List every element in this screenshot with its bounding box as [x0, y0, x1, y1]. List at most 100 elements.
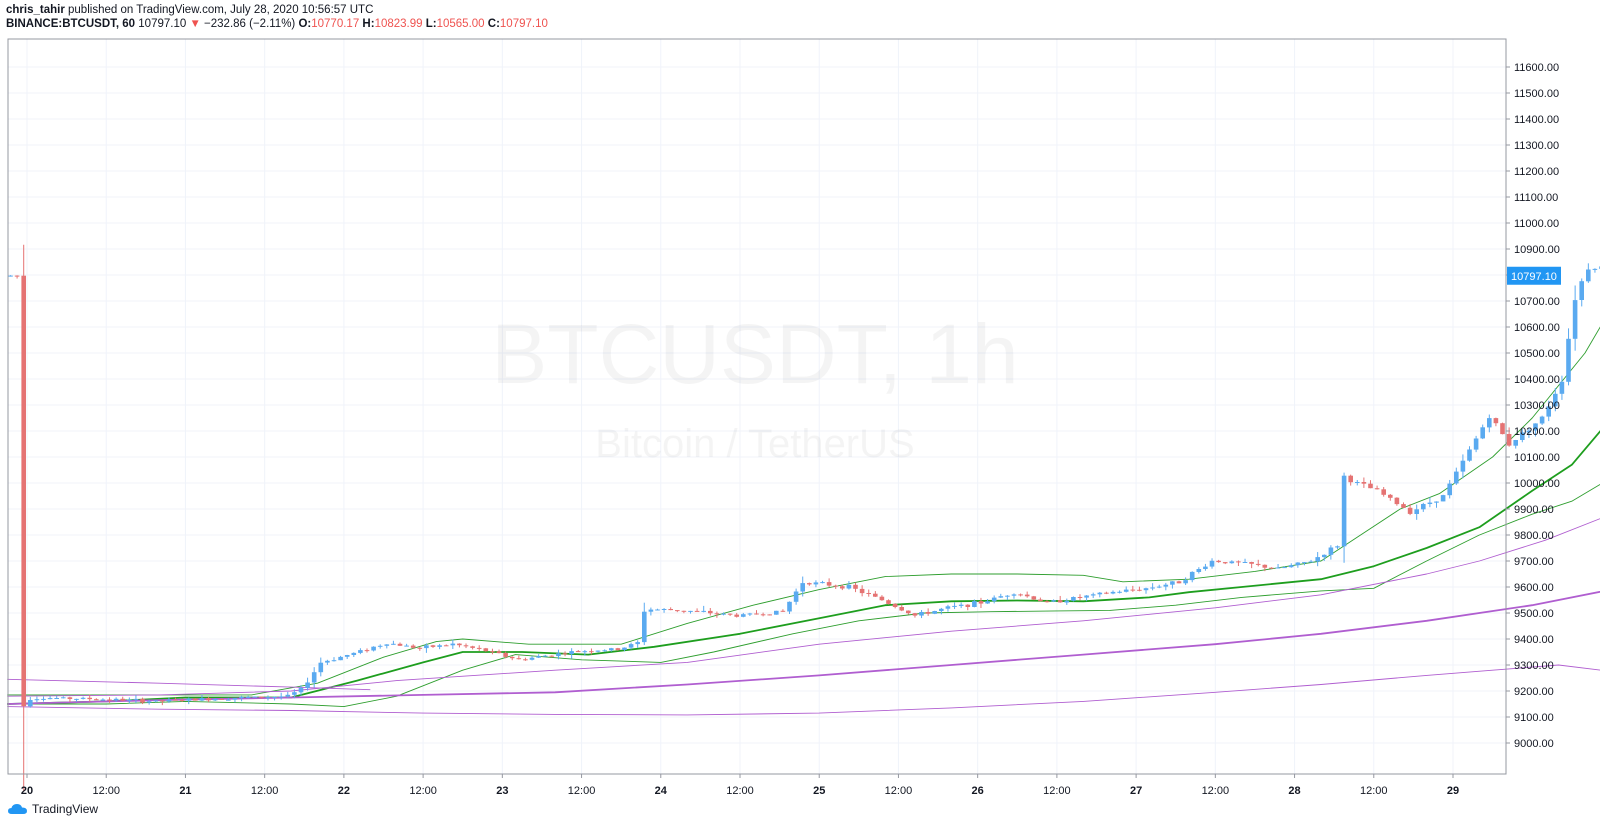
symbol-label[interactable]: BINANCE:BTCUSDT, 60 [6, 18, 136, 30]
candle-body [443, 645, 449, 647]
candle-body [978, 601, 984, 604]
candle-body [1295, 562, 1301, 566]
candle-body [1156, 586, 1162, 588]
candle-body [113, 698, 119, 701]
candle-body [1520, 432, 1525, 440]
candle-body [206, 698, 211, 701]
candle-body [351, 652, 357, 655]
candle-body [476, 647, 482, 649]
candle-body [1038, 599, 1043, 602]
last-price: 10797.10 [138, 18, 187, 30]
time-axis[interactable]: 20 12:00 21 12:00 22 12:00 23 12:00 24 12:00 25 12:… [21, 774, 1459, 797]
candle-body [120, 698, 125, 701]
candle-body [226, 699, 231, 701]
candle-body [925, 612, 931, 614]
candle-body [892, 603, 898, 607]
candle-body [675, 610, 680, 612]
grid [8, 39, 1506, 774]
candle-body [1434, 501, 1439, 503]
author-name[interactable]: chris_tahir [6, 4, 65, 16]
candle-body [496, 651, 502, 654]
candle-body [503, 653, 508, 657]
candle-body [1189, 571, 1195, 581]
price-tick-label: 9600.00 [1514, 582, 1554, 594]
candle-body [285, 694, 291, 697]
low-label: L: [425, 18, 437, 30]
price-tick-label: 10600.00 [1514, 322, 1560, 334]
footer-brand[interactable]: TradingView [32, 802, 99, 816]
price-tick-label: 10200.00 [1514, 426, 1560, 438]
candle-body [1071, 597, 1076, 601]
candle-body [780, 610, 786, 612]
candle-body [41, 698, 46, 700]
candle-body [371, 646, 376, 651]
candles [8, 244, 1600, 792]
candle-body [734, 614, 739, 617]
candle-body [899, 607, 904, 611]
indicator-line-band_lower_green [7, 484, 1600, 708]
candle-body [833, 585, 838, 587]
candle-body [219, 698, 224, 700]
candle-body [965, 604, 971, 607]
candle-body [1414, 509, 1419, 514]
candle-body [1546, 406, 1551, 417]
candle-body [939, 608, 944, 611]
candle-body [1302, 562, 1307, 564]
candle-body [509, 656, 515, 659]
candle-body [873, 593, 878, 597]
low-value: 10565.00 [436, 18, 485, 30]
candle-body [1183, 580, 1188, 584]
candle-body [34, 699, 40, 701]
candle-body [1031, 596, 1037, 600]
candle-body [133, 698, 139, 700]
candle-body [384, 644, 390, 646]
candle-body [166, 699, 172, 702]
candle-body [232, 698, 238, 700]
price-tick-label: 9700.00 [1514, 556, 1554, 568]
candle-body [391, 643, 396, 645]
candle-body [622, 647, 627, 650]
candle-body [1275, 567, 1281, 569]
candle-body [1222, 562, 1228, 564]
candle-body [1473, 438, 1479, 450]
price-tick-label: 11400.00 [1514, 114, 1559, 126]
candle-body [397, 643, 403, 646]
candle-body [1454, 471, 1459, 484]
candle-body [377, 645, 383, 647]
candle-body [1579, 281, 1584, 300]
candle-body [67, 697, 73, 699]
candle-body [1388, 494, 1393, 498]
price-tick-label: 11300.00 [1514, 140, 1559, 152]
candle-body [1467, 449, 1472, 461]
candle-body [609, 648, 614, 651]
candle-body [1308, 561, 1314, 563]
candle-body [1057, 600, 1063, 603]
candle-body [602, 650, 607, 652]
candle-body [153, 700, 158, 702]
candle-body [529, 657, 535, 660]
candle-body [127, 699, 132, 701]
high-value: 10823.99 [374, 18, 423, 30]
candle-body [1592, 268, 1598, 270]
candle-body [668, 609, 673, 611]
candle-body [1123, 589, 1129, 592]
indicator-line-ema_mid [7, 430, 1600, 705]
price-tick-label: 9500.00 [1514, 608, 1554, 620]
price-change: −232.86 (−2.11%) [204, 18, 296, 30]
candle-body [556, 653, 561, 657]
candle-body [1341, 475, 1347, 547]
price-axis[interactable]: 11600.00 11500.00 11400.00 11300.00 11200.00… [1506, 62, 1560, 750]
candle-body [972, 601, 977, 607]
candle-body [1163, 584, 1169, 587]
time-tick-label: 12:00 [568, 785, 596, 797]
candle-body [1407, 507, 1413, 514]
candle-body [1288, 565, 1294, 568]
candle-body [305, 682, 310, 688]
time-tick-label: 27 [1130, 785, 1142, 797]
candle-body [1374, 488, 1380, 490]
candle-body [1533, 423, 1538, 431]
price-tick-label: 10400.00 [1514, 374, 1560, 386]
open-label: O: [298, 18, 312, 30]
watermark-subtitle: Bitcoin / TetherUS [595, 422, 914, 466]
